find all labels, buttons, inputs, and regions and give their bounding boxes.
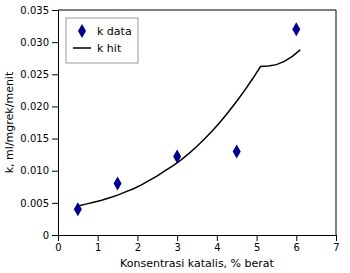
point (74, 202, 82, 216)
y-axis-tick-mark (52, 10, 58, 11)
point (173, 150, 181, 164)
y-axis-tick: 0.015 (20, 133, 58, 144)
y-axis-tick: 0.020 (20, 101, 58, 112)
y-axis-tick: 0.035 (20, 5, 58, 16)
x-axis-line (59, 236, 337, 242)
y-axis-tick-mark (52, 171, 58, 172)
x-axis-tick-label: 1 (95, 242, 101, 253)
x-axis: 0 1 2 3 4 5 6 7 (55, 235, 339, 253)
x-axis-tick-label: 7 (333, 242, 339, 253)
x-axis-tick-label: 4 (214, 242, 220, 253)
y-axis-tick-mark (52, 42, 58, 43)
y-axis-tick-mark (52, 106, 58, 107)
x-axis-tick-label: 0 (55, 242, 61, 253)
y-axis-tick-mark (52, 139, 58, 140)
x-axis-tick: 3 (174, 235, 180, 253)
frame-right (336, 10, 337, 235)
x-axis-tick: 1 (95, 235, 101, 253)
point (114, 177, 122, 191)
marks (74, 22, 300, 216)
y-axis-line (52, 11, 59, 236)
x-axis-tick-mark (336, 235, 337, 241)
y-axis-tick: 0.025 (20, 69, 58, 80)
legend: k data k hit (66, 18, 138, 63)
x-axis-tick-label: 3 (174, 242, 180, 253)
x-axis-tick-mark (217, 235, 218, 241)
x-axis-tick-label: 2 (135, 242, 141, 253)
x-axis-tick: 4 (214, 235, 220, 253)
x-axis-title: Konsentrasi katalis, % berat (120, 257, 274, 270)
x-axis-tick-mark (98, 235, 99, 241)
y-axis-tick-label: 0.020 (20, 101, 49, 112)
y-axis-tick-label: 0.015 (20, 133, 49, 144)
y-axis-title: k, ml/mgrek/menit (3, 71, 16, 173)
legend-box (66, 18, 138, 63)
x-axis-tick: 6 (294, 235, 300, 253)
y-axis-tick-label: 0.025 (20, 69, 49, 80)
x-axis-tick: 5 (254, 235, 260, 253)
legend-swatch (78, 24, 86, 38)
x-axis-tick-label: 6 (294, 242, 300, 253)
line (78, 50, 300, 206)
plot: 0123456700.0050.0100.0150.0200.0250.0300… (20, 5, 339, 253)
point (233, 144, 241, 158)
legend-label: k hit (97, 42, 122, 55)
x-axis-tick-mark (257, 235, 258, 241)
x-axis-tick-mark (177, 235, 178, 241)
y-axis-tick: 0.010 (20, 165, 58, 176)
y-axis-tick-label: 0 (43, 230, 49, 241)
y-axis-tick: 0.005 (20, 198, 58, 209)
y-axis-tick-label: 0.035 (20, 5, 49, 16)
y-axis-tick-label: 0.010 (20, 165, 49, 176)
y-axis-tick-mark (52, 74, 58, 75)
point (292, 22, 300, 36)
y-axis: 0 0.005 0.010 0.015 0.020 0.025 0.030 0.035 (20, 5, 58, 241)
x-axis-tick-mark (137, 235, 138, 241)
x-axis-tick: 0 (55, 235, 61, 253)
frame-top (58, 10, 336, 11)
y-axis-tick-mark (52, 235, 58, 236)
legend-label: k data (97, 25, 132, 38)
legend-swatch (73, 47, 91, 49)
x-axis-tick-mark (296, 235, 297, 241)
chart: 0123456700.0050.0100.0150.0200.0250.0300… (0, 0, 350, 273)
y-axis-tick-mark (52, 203, 58, 204)
y-axis-tick: 0 (43, 230, 58, 241)
x-axis-tick: 7 (333, 235, 339, 253)
y-axis-tick: 0.030 (20, 37, 58, 48)
y-axis-tick-label: 0.005 (20, 198, 49, 209)
x-axis-tick-label: 5 (254, 242, 260, 253)
x-axis-tick: 2 (135, 235, 141, 253)
y-axis-tick-label: 0.030 (20, 37, 49, 48)
